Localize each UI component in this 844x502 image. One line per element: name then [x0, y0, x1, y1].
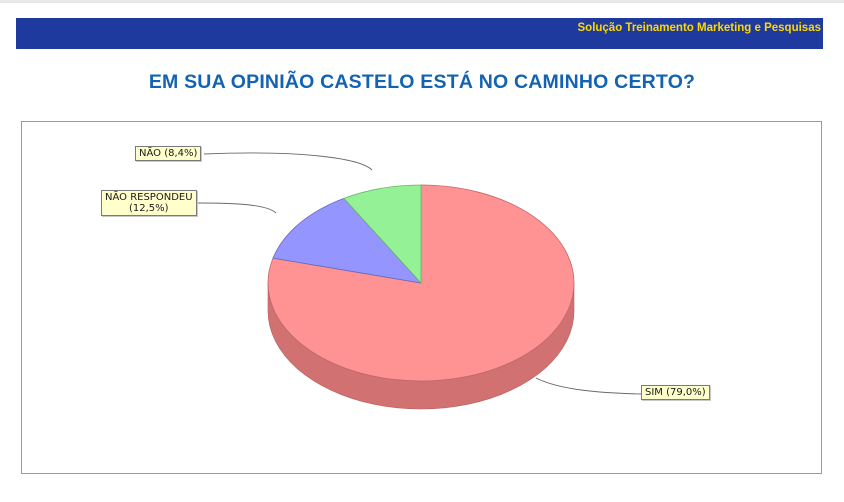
header-banner: Solução Treinamento Marketing e Pesquisa… — [16, 18, 823, 49]
data-label-nao-respondeu: NÃO RESPONDEU (12,5%) — [101, 190, 197, 216]
banner-text: Solução Treinamento Marketing e Pesquisa… — [577, 22, 822, 34]
leader-line-nao-respondeu — [197, 202, 277, 214]
pie-layer — [267, 184, 575, 410]
pie-slice-sim — [267, 184, 575, 382]
chart-title: EM SUA OPINIÃO CASTELO ESTÁ NO CAMINHO C… — [148, 71, 696, 93]
data-label-nao-respondeu-line1: NÃO RESPONDEU — [105, 192, 193, 203]
pie-slice-nao — [343, 184, 422, 285]
data-label-nao: NÃO (8,4%) — [135, 146, 202, 161]
leader-line-nao — [203, 152, 373, 171]
data-label-sim-text: SIM (79,0%) — [645, 387, 706, 398]
pie-slice-nao-respondeu — [272, 197, 423, 284]
leader-lines — [197, 152, 642, 395]
top-border — [0, 0, 844, 3]
data-label-nao-respondeu-line2: (12,5%) — [128, 203, 169, 214]
data-label-sim: SIM (79,0%) — [641, 385, 710, 400]
data-label-nao-text: NÃO (8,4%) — [139, 148, 198, 159]
leader-line-sim — [535, 377, 642, 395]
